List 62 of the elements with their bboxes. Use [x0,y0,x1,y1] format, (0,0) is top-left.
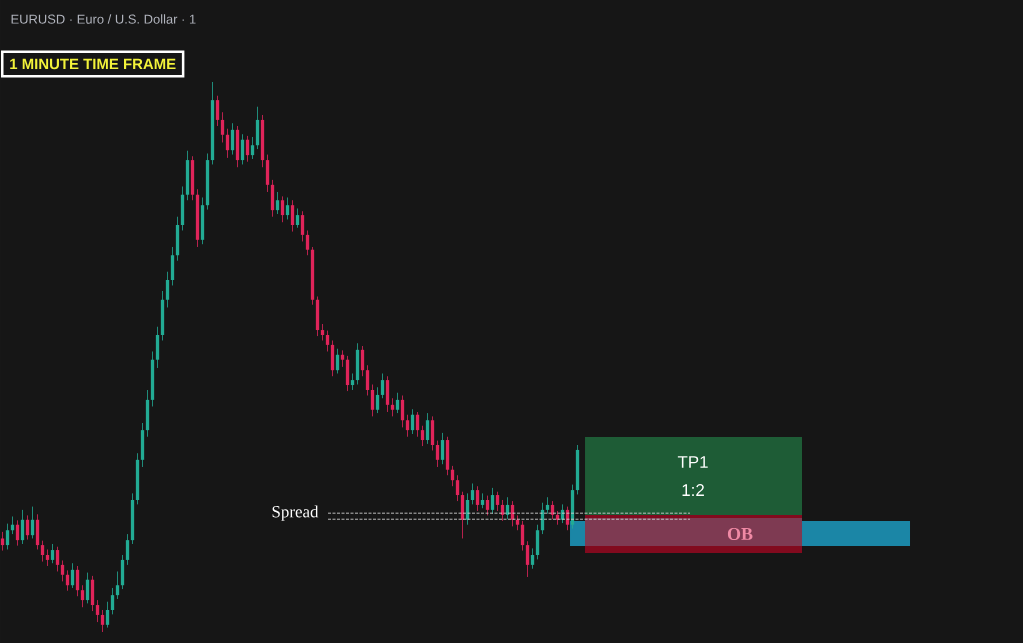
candlestick [230,122,235,155]
candlestick [20,509,25,545]
candlestick [475,485,480,512]
candlestick [470,483,475,505]
candlestick [525,540,530,578]
candlestick [0,531,5,551]
candlestick [85,572,90,604]
candlestick [365,364,370,396]
candlestick [165,271,170,308]
candlestick [340,349,345,368]
candlestick [285,197,290,220]
candlestick [360,345,365,377]
candlestick [425,412,430,445]
candlestick [250,136,255,160]
candlestick [405,414,410,438]
candlestick [400,395,405,428]
candlestick [495,491,500,512]
candlestick [370,384,375,417]
candlestick [350,373,355,391]
candlestick [520,520,525,551]
candlestick [40,540,45,562]
candlestick [440,432,445,465]
candlestick [215,95,220,127]
candlestick [105,601,110,628]
candlestick [490,487,495,515]
candlestick [80,584,85,608]
candlestick [100,609,105,633]
candlestick [240,133,245,165]
candlestick [75,565,80,597]
candlestick [220,111,225,143]
candlestick [280,195,285,223]
candlestick [110,587,115,615]
chart-subtitle: 1 MINUTE TIME FRAME [10,58,176,70]
candlestick [50,543,55,564]
candlestick [125,533,130,566]
candlestick [95,599,100,623]
candlestick [295,208,300,229]
candlestick [305,230,310,256]
candlestick [395,392,400,414]
candlestick [545,496,550,515]
candlestick [420,425,425,447]
candlestick [530,547,535,570]
text: 1:2 [682,484,704,496]
candlestick [115,571,120,600]
text: TP1 [677,456,708,468]
candlestick [435,440,440,468]
candlestick [55,546,60,572]
candlestick [5,523,10,550]
candlestick [485,495,490,516]
ref-line-label: Spread [272,505,319,521]
candlestick [455,474,460,502]
candlestick [325,330,330,352]
text: OB [727,527,753,540]
candlestick [275,191,280,215]
candlestick [45,549,50,567]
candlestick [390,397,395,417]
chart-title: EURUSD · Euro / U.S. Dollar · 1 [11,14,196,24]
candlestick [375,386,380,414]
candlestick [380,373,385,399]
candlestick [60,560,65,582]
candlestick [290,199,295,232]
candlestick [300,210,305,242]
